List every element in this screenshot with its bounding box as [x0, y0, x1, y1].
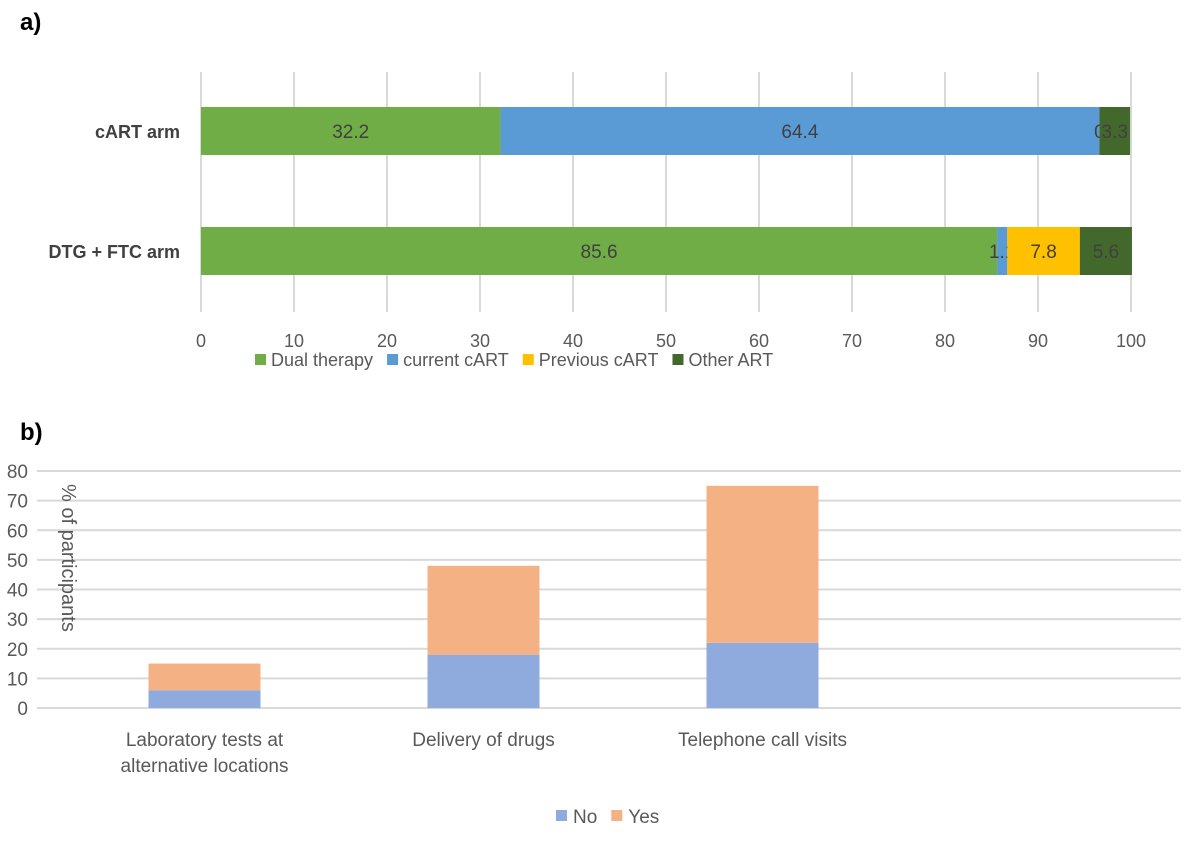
data-label: 3.3	[1102, 122, 1128, 143]
x-tick-label: 60	[749, 331, 769, 351]
legend-swatch	[522, 354, 534, 365]
data-label: 64.4	[781, 122, 818, 143]
bar-segment	[1079, 227, 1132, 275]
legend-swatch	[556, 810, 567, 821]
category-label: alternative locations	[121, 756, 289, 777]
category-label: Telephone call visits	[678, 730, 847, 751]
bar-segment	[706, 485, 819, 643]
legend-swatch	[672, 354, 684, 365]
category-label: cART arm	[95, 122, 180, 142]
y-tick-label: 30	[7, 610, 28, 631]
category-label: DTG + FTC arm	[48, 242, 180, 262]
y-tick-label: 0	[17, 699, 28, 720]
x-tick-label: 70	[842, 331, 862, 351]
data-label: 5.6	[1093, 242, 1119, 263]
y-axis-title: % of participants	[57, 484, 79, 632]
y-tick-label: 20	[7, 640, 28, 661]
x-tick-label: 80	[935, 331, 955, 351]
panel-label-a: a)	[20, 9, 41, 36]
legend-label: Other ART	[688, 350, 773, 370]
bar-segment	[706, 642, 819, 708]
data-label: 32.2	[332, 122, 369, 143]
y-tick-label: 70	[7, 492, 28, 513]
legend-label: No	[573, 807, 597, 828]
legend-swatch	[387, 354, 399, 365]
x-tick-label: 20	[377, 331, 397, 351]
bar-segment	[997, 227, 1008, 275]
bar-segment	[1099, 107, 1131, 155]
bar-segment	[1007, 227, 1080, 275]
legend-label: Dual therapy	[271, 350, 373, 370]
legend-label: current cART	[403, 350, 509, 370]
y-tick-label: 60	[7, 521, 28, 542]
legend-label: Previous cART	[539, 350, 659, 370]
y-tick-label: 10	[7, 669, 28, 690]
legend-swatch	[255, 354, 266, 365]
x-tick-label: 0	[196, 331, 206, 351]
category-label: Laboratory tests at	[126, 730, 284, 751]
x-tick-label: 100	[1116, 331, 1146, 351]
legend-swatch	[611, 810, 623, 821]
x-tick-label: 50	[656, 331, 676, 351]
bar-segment	[427, 654, 540, 708]
x-tick-label: 40	[563, 331, 583, 351]
bar-segment	[500, 107, 1100, 155]
y-tick-label: 50	[7, 551, 28, 572]
x-tick-label: 30	[470, 331, 490, 351]
x-tick-label: 10	[284, 331, 304, 351]
category-label: Delivery of drugs	[412, 730, 555, 751]
y-tick-label: 80	[7, 462, 28, 483]
panel-label-b: b)	[20, 419, 43, 446]
data-label: 85.6	[581, 242, 618, 263]
x-tick-label: 90	[1028, 331, 1048, 351]
bar-segment	[148, 690, 261, 708]
y-tick-label: 40	[7, 581, 28, 602]
bar-segment	[201, 227, 998, 275]
bar-segment	[148, 663, 261, 691]
bar-segment	[427, 565, 540, 655]
data-label: 7.8	[1030, 242, 1056, 263]
bar-segment	[201, 107, 501, 155]
legend-label: Yes	[628, 807, 659, 828]
